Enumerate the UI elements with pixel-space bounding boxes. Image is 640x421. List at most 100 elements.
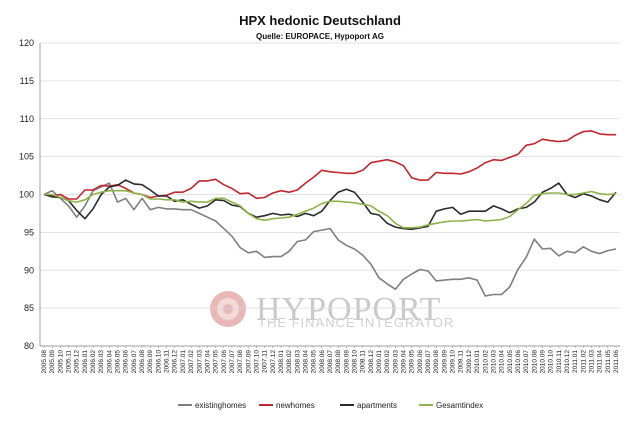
x-tick-label: 2008.01 xyxy=(278,350,285,374)
x-tick-label: 2008.12 xyxy=(368,350,375,374)
x-tick-label: 2006.06 xyxy=(123,350,130,374)
x-tick-label: 2006.01 xyxy=(82,350,89,374)
x-tick-label: 2005.12 xyxy=(74,350,81,374)
x-tick-label: 2011.02 xyxy=(580,350,587,373)
x-tick-label: 2006.05 xyxy=(115,350,122,374)
legend-label: newhomes xyxy=(276,401,315,410)
x-tick-label: 2007.03 xyxy=(196,350,203,374)
x-tick-label: 2005.11 xyxy=(66,350,73,373)
x-tick-label: 2009.05 xyxy=(409,350,416,374)
x-tick-label: 2006.09 xyxy=(147,350,154,374)
x-tick-label: 2010.02 xyxy=(482,350,489,374)
x-tick-label: 2011.06 xyxy=(613,350,620,373)
x-tick-label: 2005.09 xyxy=(49,350,56,374)
x-tick-label: 2011.01 xyxy=(572,350,579,373)
x-tick-label: 2009.10 xyxy=(450,350,457,374)
x-tick-label: 2007.11 xyxy=(262,350,269,373)
x-tick-label: 2010.10 xyxy=(548,350,555,374)
legend-label: apartments xyxy=(357,401,397,410)
x-tick-label: 2006.04 xyxy=(106,350,113,374)
chart-title: HPX hedonic Deutschland xyxy=(239,13,401,28)
x-tick-label: 2010.12 xyxy=(564,350,571,374)
x-tick-label: 2006.12 xyxy=(172,350,179,374)
x-tick-label: 2009.06 xyxy=(417,350,424,374)
x-tick-label: 2006.02 xyxy=(90,350,97,374)
x-tick-label: 2007.01 xyxy=(180,350,187,374)
y-tick-label: 95 xyxy=(24,227,34,237)
x-tick-label: 2009.08 xyxy=(433,350,440,374)
x-tick-label: 2007.07 xyxy=(229,350,236,374)
hypoport-logo-icon xyxy=(210,291,246,327)
y-tick-label: 80 xyxy=(24,341,34,351)
series-line-existinghomes xyxy=(43,182,617,297)
x-tick-label: 2007.02 xyxy=(188,350,195,374)
x-tick-label: 2006.03 xyxy=(98,350,105,374)
y-tick-label: 120 xyxy=(19,38,34,48)
x-tick-label: 2009.09 xyxy=(441,350,448,374)
x-tick-label: 2006.07 xyxy=(131,350,138,374)
watermark-brand: HYPOPORT xyxy=(256,291,441,328)
x-tick-label: 2006.08 xyxy=(139,350,146,374)
x-tick-label: 2009.04 xyxy=(401,350,408,374)
x-tick-label: 2010.09 xyxy=(539,350,546,374)
x-tick-label: 2009.12 xyxy=(466,350,473,374)
y-tick-label: 110 xyxy=(20,114,34,124)
x-tick-label: 2010.03 xyxy=(490,350,497,374)
x-tick-label: 2005.10 xyxy=(57,350,64,374)
x-tick-label: 2009.11 xyxy=(458,350,465,373)
x-tick-label: 2008.05 xyxy=(311,350,318,374)
watermark: HYPOPORT THE FINANCE INTEGRATOR xyxy=(210,291,454,330)
watermark-tagline: THE FINANCE INTEGRATOR xyxy=(258,315,454,330)
x-tick-label: 2010.11 xyxy=(556,350,563,373)
legend-label: Gesamtindex xyxy=(436,401,483,410)
x-tick-label: 2007.04 xyxy=(204,350,211,374)
x-tick-label: 2008.03 xyxy=(294,350,301,374)
x-tick-label: 2008.06 xyxy=(319,350,326,374)
x-tick-label: 2007.10 xyxy=(253,350,260,374)
x-tick-label: 2008.08 xyxy=(335,350,342,374)
x-tick-label: 2009.07 xyxy=(425,350,432,374)
series-line-newhomes xyxy=(43,130,616,200)
x-tick-label: 2010.04 xyxy=(499,350,506,374)
y-tick-label: 115 xyxy=(20,76,34,86)
x-axis-ticks: 2005.08 2005.09 2005.10 2005.11 2005.12 2006.… xyxy=(41,346,620,374)
x-tick-label: 2010.05 xyxy=(507,350,514,374)
x-tick-label: 2006.11 xyxy=(164,350,171,373)
x-tick-label: 2011.03 xyxy=(588,350,595,373)
y-axis-ticks: 80 85 90 95 100 105 110 115 120 xyxy=(19,38,34,351)
y-tick-label: 85 xyxy=(24,303,34,313)
x-tick-label: 2008.02 xyxy=(286,350,293,374)
x-tick-label: 2007.12 xyxy=(270,350,277,374)
y-tick-label: 100 xyxy=(19,190,34,200)
x-tick-label: 2007.09 xyxy=(245,350,252,374)
x-tick-label: 2007.06 xyxy=(221,350,228,374)
x-tick-label: 2007.08 xyxy=(237,350,244,374)
x-tick-label: 2011.05 xyxy=(605,350,612,373)
x-tick-label: 2007.05 xyxy=(213,350,220,374)
series-line-gesamtindex xyxy=(44,189,617,229)
x-tick-label: 2008.04 xyxy=(302,350,309,374)
x-tick-label: 2010.07 xyxy=(523,350,530,374)
legend: existinghomes newhomes apartments Gesamtind… xyxy=(178,401,483,410)
x-tick-label: 2010.08 xyxy=(531,350,538,374)
y-tick-label: 90 xyxy=(24,265,34,275)
legend-label: existinghomes xyxy=(195,401,246,410)
x-tick-label: 2009.02 xyxy=(384,350,391,374)
x-tick-label: 2008.07 xyxy=(327,350,334,374)
x-tick-label: 2011.04 xyxy=(597,350,604,373)
x-tick-label: 2008.10 xyxy=(352,350,359,374)
x-tick-label: 2010.01 xyxy=(474,350,481,374)
x-tick-label: 2005.08 xyxy=(41,350,48,374)
x-tick-label: 2009.01 xyxy=(376,350,383,374)
series-lines xyxy=(43,130,617,297)
x-tick-label: 2008.11 xyxy=(360,350,367,373)
chart-subtitle: Quelle: EUROPACE, Hypoport AG xyxy=(256,32,384,41)
x-tick-label: 2006.10 xyxy=(155,350,162,374)
x-tick-label: 2009.03 xyxy=(392,350,399,374)
x-tick-label: 2008.09 xyxy=(343,350,350,374)
gridlines xyxy=(40,42,620,347)
y-tick-label: 105 xyxy=(19,152,34,162)
x-tick-label: 2010.06 xyxy=(515,350,522,374)
